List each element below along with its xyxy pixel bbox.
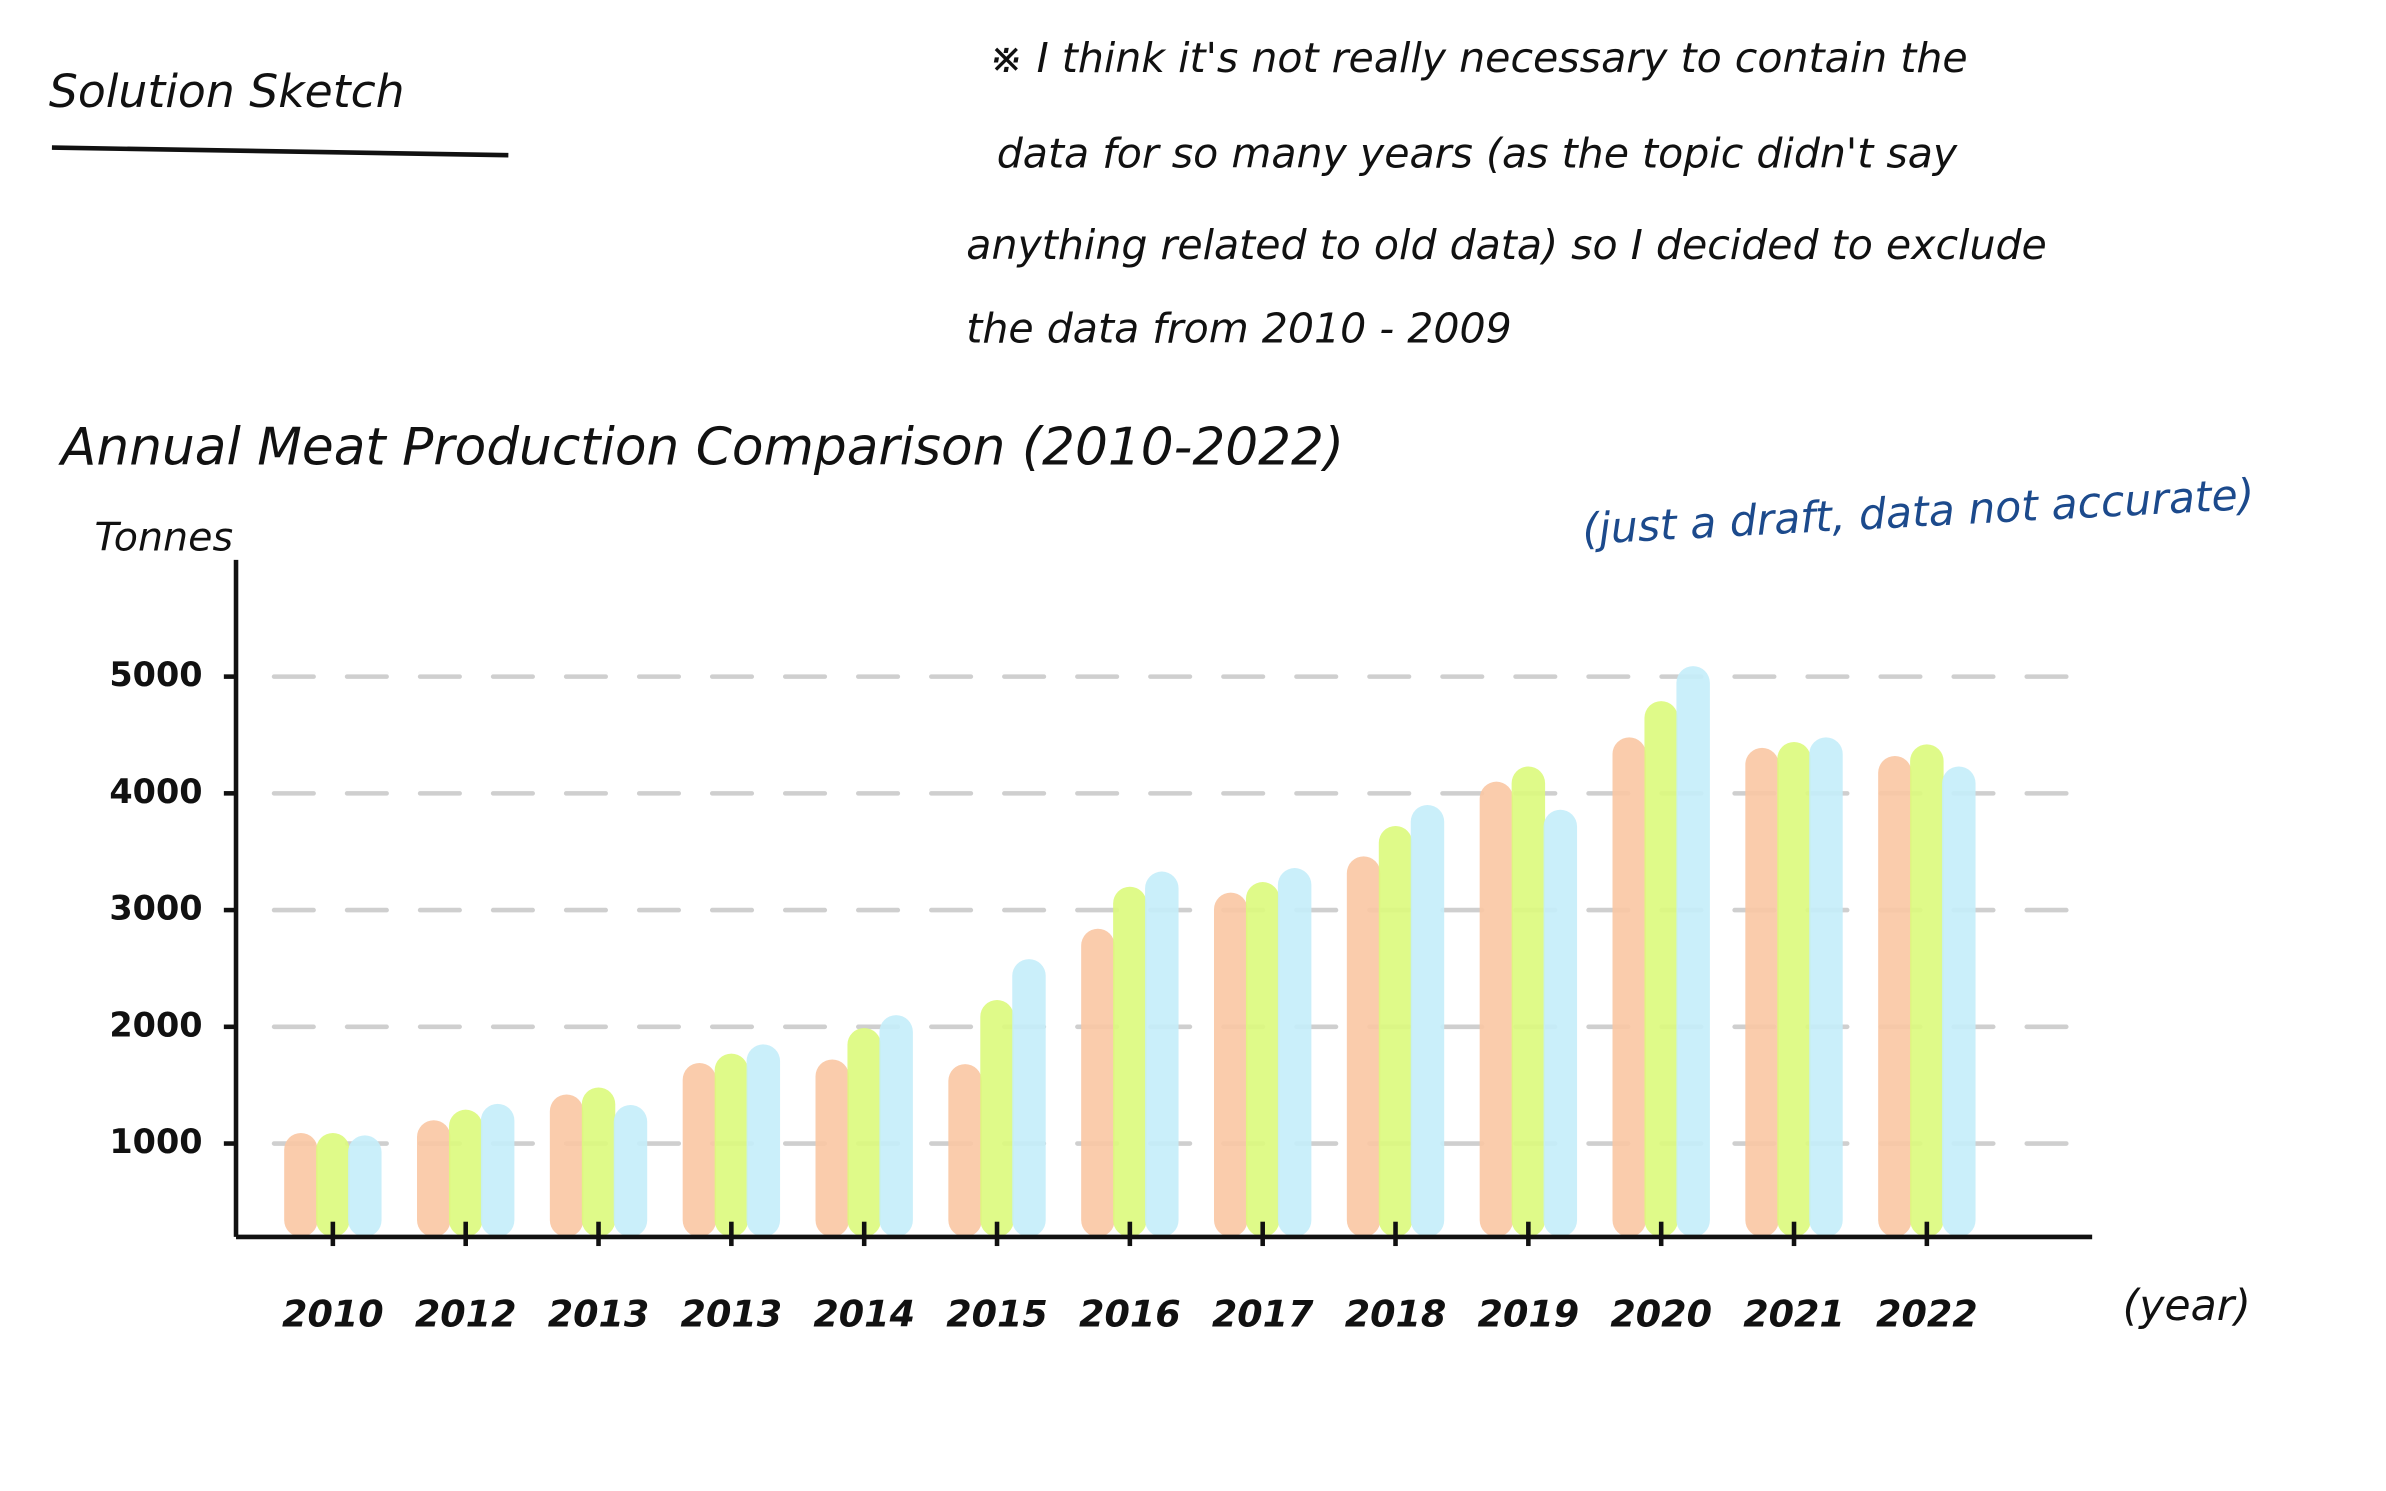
page-title: Solution Sketch bbox=[49, 65, 405, 118]
bar bbox=[1277, 868, 1312, 1237]
bar bbox=[815, 1059, 849, 1237]
x-tick-label: 2022 bbox=[1876, 1293, 1978, 1336]
y-tick-label: 5000 bbox=[109, 655, 202, 694]
bar bbox=[1777, 741, 1811, 1237]
bar bbox=[1145, 871, 1179, 1237]
y-axis-label: Tonnes bbox=[95, 515, 234, 561]
title-underline bbox=[51, 145, 509, 158]
bar bbox=[847, 1027, 881, 1237]
y-tick-label: 1000 bbox=[109, 1122, 202, 1161]
bar bbox=[284, 1133, 318, 1237]
bar bbox=[1745, 747, 1779, 1237]
y-tick-label: 3000 bbox=[109, 889, 202, 928]
bar bbox=[1214, 892, 1248, 1237]
x-tick-label: 2021 bbox=[1743, 1293, 1845, 1336]
bar bbox=[348, 1135, 382, 1237]
bar bbox=[682, 1062, 717, 1237]
annotation: (just a draft, data not accurate) bbox=[1581, 470, 2255, 555]
bar bbox=[1410, 805, 1445, 1237]
bar bbox=[1511, 766, 1546, 1237]
bar bbox=[1081, 928, 1115, 1237]
x-tick-label: 2015 bbox=[946, 1293, 1048, 1336]
bar bbox=[448, 1109, 483, 1237]
bar bbox=[1676, 666, 1710, 1237]
note-line: anything related to old data) so I decid… bbox=[966, 221, 2047, 269]
bar bbox=[1612, 737, 1646, 1237]
plot: 1000 2000 3000 4000 5000 2010 2012 2013 2013 2014… bbox=[109, 559, 2093, 1336]
bar bbox=[549, 1094, 584, 1237]
bar bbox=[714, 1053, 749, 1237]
bar bbox=[1346, 856, 1381, 1237]
bar bbox=[1543, 809, 1578, 1237]
bar bbox=[613, 1105, 648, 1237]
note-line: the data from 2010 - 2009 bbox=[966, 305, 1511, 353]
x-tick-label: 2016 bbox=[1079, 1293, 1181, 1336]
bar bbox=[480, 1103, 515, 1237]
bar bbox=[1012, 959, 1046, 1237]
bar bbox=[1910, 744, 1944, 1237]
bar bbox=[1113, 886, 1147, 1237]
bar bbox=[746, 1044, 781, 1237]
x-tick-label: 2020 bbox=[1610, 1293, 1712, 1336]
bar bbox=[417, 1120, 451, 1237]
bar bbox=[948, 1064, 982, 1237]
note-line: data for so many years (as the topic did… bbox=[997, 130, 1958, 178]
bar bbox=[1378, 826, 1413, 1237]
bar bbox=[1878, 755, 1912, 1237]
chart-title: Annual Meat Production Comparison (2010-… bbox=[58, 417, 1344, 477]
x-tick-label: 2013 bbox=[548, 1293, 650, 1336]
x-axis-label: (year) bbox=[2123, 1281, 2251, 1331]
bar bbox=[879, 1015, 913, 1237]
x-tick-label: 2018 bbox=[1345, 1293, 1447, 1336]
x-tick-label: 2013 bbox=[681, 1293, 783, 1336]
x-tick-label: 2017 bbox=[1212, 1293, 1314, 1336]
x-tick-label: 2012 bbox=[415, 1293, 517, 1336]
bar bbox=[1479, 781, 1514, 1237]
x-tick-label: 2014 bbox=[813, 1293, 915, 1336]
bar bbox=[1245, 882, 1280, 1237]
bar bbox=[1809, 737, 1843, 1237]
bar bbox=[316, 1133, 350, 1237]
y-tick-label: 2000 bbox=[109, 1005, 202, 1044]
y-tick-label: 4000 bbox=[109, 772, 202, 811]
note-line: ※ I think it's not really necessary to c… bbox=[989, 34, 1967, 82]
bar bbox=[581, 1087, 616, 1237]
bar bbox=[980, 999, 1014, 1237]
bar bbox=[1644, 701, 1678, 1237]
x-tick-label: 2019 bbox=[1478, 1293, 1580, 1336]
x-tick-label: 2010 bbox=[282, 1293, 384, 1336]
bar bbox=[1942, 766, 1976, 1237]
